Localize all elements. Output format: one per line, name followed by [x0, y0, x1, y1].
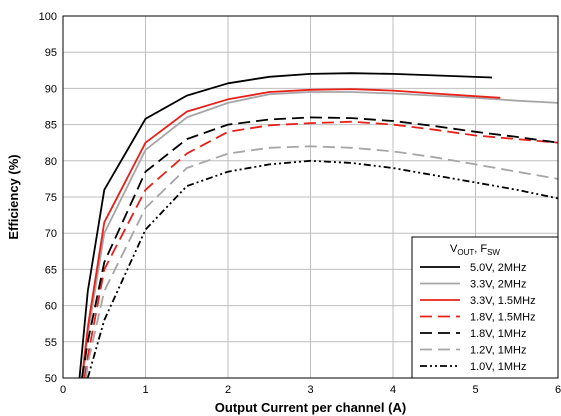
- x-tick-label: 3: [307, 384, 313, 396]
- y-tick-label: 85: [45, 120, 57, 132]
- x-tick-label: 6: [555, 384, 561, 396]
- series-line: [78, 72, 493, 379]
- series-lines: [78, 72, 559, 379]
- legend-box: [411, 236, 559, 379]
- x-tick-label: 4: [390, 384, 396, 396]
- series-line: [85, 145, 559, 379]
- x-tick-label: 5: [472, 384, 478, 396]
- x-tick-label: 2: [225, 384, 231, 396]
- legend-entry: 1.8V, 1MHz: [470, 328, 526, 340]
- series-line: [81, 91, 559, 379]
- plot-frame: [62, 15, 559, 379]
- legend-entry: 3.3V, 1.5MHz: [470, 295, 536, 307]
- y-tick-label: 70: [45, 228, 57, 240]
- x-tick-label: 0: [60, 384, 66, 396]
- legend-entry: 5.0V, 2MHz: [470, 262, 526, 274]
- y-tick-label: 50: [45, 373, 57, 385]
- series-line: [81, 88, 501, 379]
- grid-lines: [63, 16, 558, 378]
- y-tick-label: 100: [39, 11, 57, 23]
- series-line: [86, 159, 559, 379]
- y-tick-label: 55: [45, 337, 57, 349]
- x-axis-title: Output Current per channel (A): [215, 400, 406, 415]
- legend-entry: 3.3V, 2MHz: [470, 279, 526, 291]
- legend: VOUT, FSW 5.0V, 2MHz 3.3V, 2MHz 3.3V, 1.5MH…: [411, 236, 559, 379]
- y-tick-label: 75: [45, 192, 57, 204]
- y-tick-label: 60: [45, 301, 57, 313]
- y-tick-label: 65: [45, 264, 57, 276]
- legend-entry: 1.2V, 1MHz: [470, 345, 526, 357]
- y-axis-title: Efficiency (%): [6, 154, 21, 239]
- legend-title: VOUT, FSW: [450, 243, 500, 257]
- y-tick-label: 80: [45, 156, 57, 168]
- y-tick-label: 95: [45, 47, 57, 59]
- series-line: [81, 116, 559, 379]
- legend-entry: 1.0V, 1MHz: [470, 361, 526, 373]
- x-tick-label: 1: [142, 384, 148, 396]
- axis-ticks: 0 1 2 3 4 5 6 50 55 60 65 70 75 80 85 90 95 100: [39, 11, 561, 396]
- series-line: [83, 120, 559, 379]
- legend-entry: 1.8V, 1.5MHz: [470, 312, 536, 324]
- y-tick-label: 90: [45, 83, 57, 95]
